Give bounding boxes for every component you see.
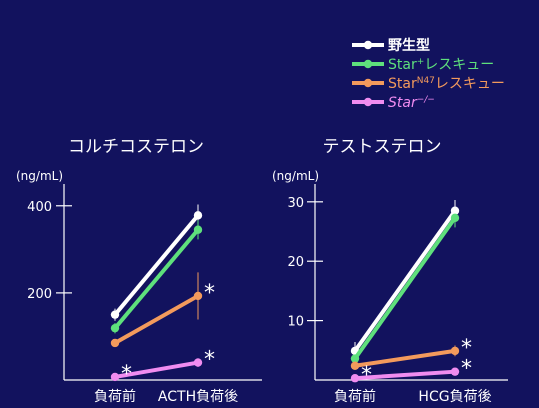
- x-category-label: 負荷前: [334, 388, 376, 405]
- chart-corticosterone: コルチコステロン (ng/mL) 200 400 負荷前 ACTH負荷後 * * *: [16, 137, 262, 405]
- y-tick-label: 30: [287, 196, 304, 211]
- y-tick-label: 20: [287, 255, 304, 270]
- series-line: [113, 293, 200, 345]
- y-tick-label: 200: [27, 287, 52, 302]
- data-point: [193, 211, 203, 220]
- legend-label: Star+レスキュー: [388, 57, 494, 73]
- legend-marker: [363, 97, 373, 107]
- legend-label-main: Star: [388, 57, 417, 73]
- data-point: [193, 225, 203, 234]
- data-point: [450, 367, 460, 376]
- significance-asterisk: *: [121, 362, 132, 387]
- data-point: [110, 310, 120, 319]
- significance-asterisk: *: [361, 363, 372, 388]
- legend-label-suffix: レスキュー: [435, 76, 505, 92]
- data-point: [450, 346, 460, 356]
- data-point: [110, 372, 120, 382]
- y-axis-label: (ng/mL): [16, 169, 63, 183]
- data-point: [450, 213, 460, 223]
- series-line: [353, 369, 457, 381]
- significance-asterisk: *: [461, 357, 472, 382]
- x-category-label: 負荷前: [94, 388, 136, 405]
- series-line: [353, 215, 457, 361]
- legend-marker: [363, 59, 373, 69]
- data-point: [193, 291, 203, 301]
- y-axis-label: (ng/mL): [272, 169, 319, 183]
- data-point: [450, 206, 460, 215]
- series-line: [113, 227, 200, 331]
- legend-label-sup: N47: [417, 76, 435, 86]
- y-tick-label: 10: [287, 315, 304, 330]
- x-category-label: HCG負荷後: [418, 389, 491, 405]
- chart-title: テストステロン: [323, 137, 442, 157]
- series-line: [113, 360, 200, 379]
- legend-label-main: Star: [388, 95, 418, 111]
- data-point: [350, 374, 360, 383]
- series-line: [113, 213, 200, 317]
- chart-title: コルチコステロン: [68, 137, 204, 157]
- legend-label-main: 野生型: [388, 37, 430, 54]
- significance-asterisk: *: [204, 281, 215, 306]
- legend-label-suffix: レスキュー: [424, 57, 494, 73]
- series-line: [353, 208, 457, 353]
- legend-label-sup: −/−: [417, 95, 435, 105]
- legend-marker: [363, 78, 373, 88]
- data-point: [193, 358, 203, 367]
- y-tick-label: 400: [27, 200, 52, 215]
- significance-asterisk: *: [204, 348, 215, 373]
- series-line: [353, 348, 457, 368]
- legend-label: StarN47レスキュー: [388, 76, 505, 92]
- legend-label: Star−/−: [388, 95, 435, 111]
- x-category-label: ACTH負荷後: [158, 389, 238, 405]
- data-point: [350, 361, 360, 370]
- legend-label-sup: +: [417, 57, 425, 67]
- data-point: [110, 323, 120, 333]
- legend-label-main: Star: [388, 76, 417, 92]
- legend-label: 野生型: [388, 37, 430, 54]
- significance-asterisk: *: [461, 336, 472, 361]
- legend-marker: [363, 40, 373, 50]
- data-point: [350, 354, 360, 363]
- data-point: [110, 338, 120, 348]
